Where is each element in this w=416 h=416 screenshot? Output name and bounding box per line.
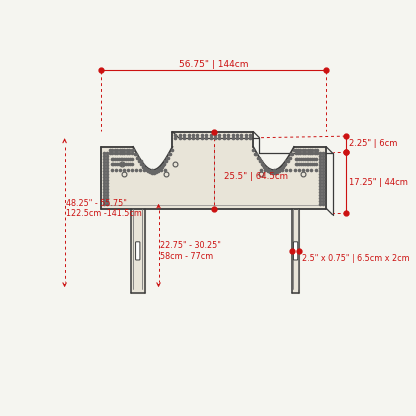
- Text: 22.75" - 30.25"
58cm - 77cm: 22.75" - 30.25" 58cm - 77cm: [160, 241, 221, 260]
- FancyBboxPatch shape: [293, 242, 298, 260]
- Text: 56.75" | 144cm: 56.75" | 144cm: [179, 60, 248, 69]
- Text: 25.5" | 64.5cm: 25.5" | 64.5cm: [224, 172, 288, 181]
- Text: 2.5" x 0.75" | 6.5cm x 2cm: 2.5" x 0.75" | 6.5cm x 2cm: [302, 254, 409, 263]
- Text: 2.25" | 6cm: 2.25" | 6cm: [349, 139, 397, 149]
- FancyBboxPatch shape: [136, 242, 140, 260]
- Text: 17.25" | 44cm: 17.25" | 44cm: [349, 178, 408, 187]
- Polygon shape: [292, 208, 300, 293]
- Polygon shape: [101, 131, 327, 208]
- Text: 48.25" - 55.75"
122.5cm -141.5cm: 48.25" - 55.75" 122.5cm -141.5cm: [66, 199, 142, 218]
- Polygon shape: [131, 208, 145, 293]
